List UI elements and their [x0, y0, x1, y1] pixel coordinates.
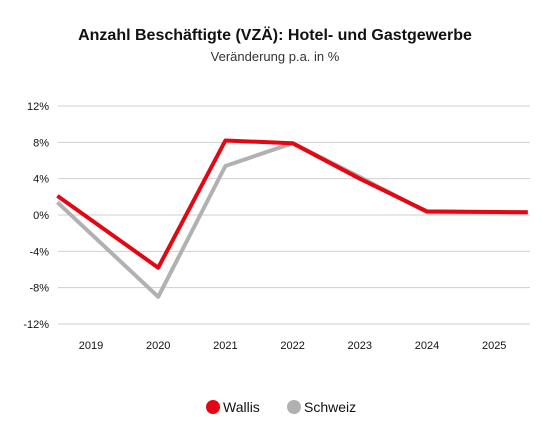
- x-tick-label: 2020: [146, 340, 170, 352]
- y-axis: 12% 8% 4% 0% -4% -8% -12%: [23, 101, 49, 331]
- y-tick-label: -8%: [29, 283, 49, 295]
- y-tick-label: 0%: [33, 210, 49, 222]
- legend-marker-schweiz: [287, 400, 301, 414]
- series-lines: [56, 138, 528, 299]
- chart-subtitle: Veränderung p.a. in %: [211, 49, 340, 64]
- x-tick-label: 2024: [415, 340, 439, 352]
- series-line-wallis: [56, 138, 528, 270]
- chart-title: Anzahl Beschäftigte (VZÄ): Hotel- und Ga…: [78, 26, 472, 44]
- y-tick-label: 4%: [33, 174, 49, 186]
- x-tick-label: 2025: [482, 340, 506, 352]
- legend-label-wallis: Wallis: [223, 399, 260, 415]
- y-tick-label: 12%: [27, 101, 49, 113]
- legend: Wallis Schweiz: [206, 399, 356, 415]
- legend-label-schweiz: Schweiz: [304, 399, 356, 415]
- gridlines: [58, 105, 530, 325]
- x-tick-label: 2019: [79, 340, 103, 352]
- x-tick-label: 2023: [348, 340, 372, 352]
- x-axis: 2019 2020 2021 2022 2023 2024 2025: [79, 340, 507, 352]
- x-tick-label: 2022: [280, 340, 304, 352]
- x-tick-label: 2021: [213, 340, 237, 352]
- legend-marker-wallis: [206, 400, 220, 414]
- y-tick-label: -4%: [29, 246, 49, 258]
- y-tick-label: 8%: [33, 137, 49, 149]
- series-line-schweiz: [56, 141, 528, 299]
- y-tick-label: -12%: [23, 319, 49, 331]
